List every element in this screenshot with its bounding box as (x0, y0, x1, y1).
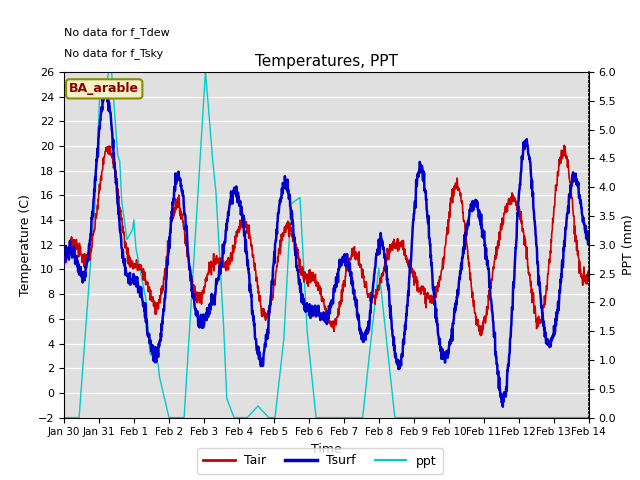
Text: No data for f_Tdew: No data for f_Tdew (64, 27, 170, 38)
Title: Temperatures, PPT: Temperatures, PPT (255, 54, 398, 70)
Legend: Tair, Tsurf, ppt: Tair, Tsurf, ppt (197, 448, 443, 474)
Text: No data for f_Tsky: No data for f_Tsky (64, 48, 163, 59)
Y-axis label: PPT (mm): PPT (mm) (622, 215, 635, 275)
Text: BA_arable: BA_arable (69, 83, 140, 96)
X-axis label: Time: Time (311, 443, 342, 456)
Y-axis label: Temperature (C): Temperature (C) (19, 194, 32, 296)
